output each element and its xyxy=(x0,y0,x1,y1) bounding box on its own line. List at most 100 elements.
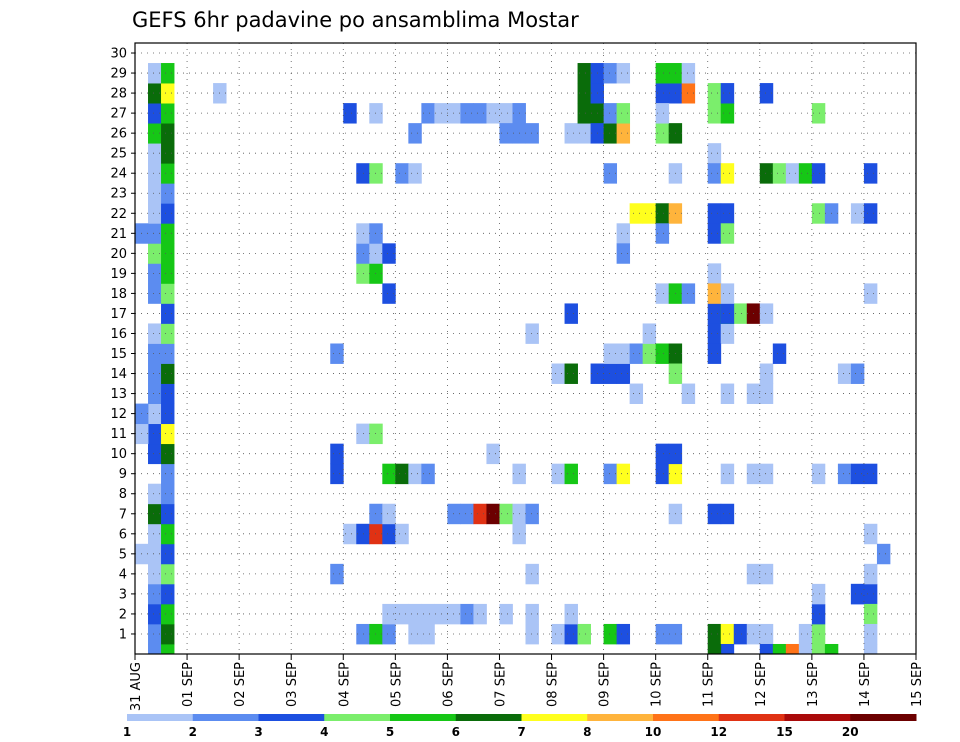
heat-cell xyxy=(421,623,435,645)
heat-cell xyxy=(161,463,175,485)
heat-cell xyxy=(707,643,722,655)
heat-cell xyxy=(655,463,670,485)
y-tick-label: 20 xyxy=(110,247,127,262)
heat-cell xyxy=(473,503,487,525)
colorbar-swatch xyxy=(455,714,522,721)
heat-cell xyxy=(460,503,474,525)
heat-cell xyxy=(356,623,370,645)
y-tick-label: 5 xyxy=(119,547,127,562)
heat-cell xyxy=(603,63,618,84)
heat-cell xyxy=(161,363,175,384)
heat-cell xyxy=(525,503,539,525)
x-tick-label: 06 SEP xyxy=(441,662,456,707)
heat-cell xyxy=(616,623,631,645)
heat-cell xyxy=(161,623,175,645)
heat-cell xyxy=(577,123,591,144)
heat-cell xyxy=(382,243,396,264)
heat-cell xyxy=(655,123,670,144)
heat-cell xyxy=(577,63,591,84)
heat-cell xyxy=(707,323,722,344)
heat-cell xyxy=(772,343,787,364)
heat-cell xyxy=(356,223,370,244)
heat-cell xyxy=(681,63,696,84)
heat-cell xyxy=(720,103,735,124)
heat-cell xyxy=(408,463,422,485)
heat-cell xyxy=(798,643,813,655)
heat-cell xyxy=(148,443,162,465)
x-tick-label: 01 SEP xyxy=(181,662,196,707)
heat-cell xyxy=(369,263,383,284)
heat-cell xyxy=(551,363,565,384)
y-tick-label: 3 xyxy=(119,587,127,602)
heat-cell xyxy=(577,623,591,645)
heat-cell xyxy=(369,623,383,645)
heat-cell xyxy=(707,223,722,244)
y-tick-label: 11 xyxy=(110,427,127,442)
grid-layer xyxy=(135,43,916,654)
colorbar-swatch xyxy=(653,714,720,721)
heat-cell xyxy=(486,503,500,525)
x-tick-label: 07 SEP xyxy=(493,662,508,707)
heat-cell xyxy=(148,283,162,304)
heat-cell xyxy=(499,603,513,625)
heat-cell xyxy=(161,523,175,545)
heat-cell xyxy=(369,423,383,445)
heat-cell xyxy=(759,163,774,184)
heat-cell xyxy=(148,343,162,364)
heat-cell xyxy=(811,603,826,625)
heat-cell xyxy=(525,323,539,344)
heat-cell xyxy=(356,243,370,264)
heat-cell xyxy=(148,103,162,124)
x-tick-label: 09 SEP xyxy=(598,662,613,707)
heat-cell xyxy=(850,363,865,384)
heat-cell xyxy=(148,203,162,224)
heat-cell xyxy=(720,283,735,304)
heat-cell xyxy=(148,583,162,605)
heat-cell xyxy=(460,603,474,625)
colorbar-label: 8 xyxy=(583,725,591,739)
x-tick-label: 02 SEP xyxy=(233,662,248,707)
heat-cell xyxy=(161,483,175,505)
heat-cell xyxy=(811,463,826,485)
heat-cell xyxy=(759,83,774,104)
heat-cell xyxy=(707,283,722,304)
heat-cell xyxy=(720,83,735,104)
heat-cell xyxy=(720,163,735,184)
heat-cell xyxy=(616,63,631,84)
heat-cell xyxy=(161,403,175,425)
heat-cell xyxy=(564,363,578,384)
x-axis-ticks: 31 AUG 01 SEP 02 SEP 03 SEP 04 SEP 05 SEP 06 S… xyxy=(129,654,925,711)
heat-cell xyxy=(707,343,722,364)
heat-cell xyxy=(408,623,422,645)
heat-cell xyxy=(603,163,618,184)
heat-cell xyxy=(148,383,162,404)
heat-cell xyxy=(720,383,735,404)
heat-cell xyxy=(603,363,618,384)
heat-cell xyxy=(148,423,162,445)
y-tick-label: 8 xyxy=(119,487,127,502)
y-tick-label: 26 xyxy=(110,127,127,142)
chart-title: GEFS 6hr padavine po ansamblima Mostar xyxy=(132,8,579,32)
heat-cell xyxy=(707,103,722,124)
heat-cell xyxy=(655,443,670,465)
heat-cell xyxy=(876,543,891,565)
x-tick-label: 14 SEP xyxy=(858,662,873,707)
heat-cell xyxy=(343,103,357,124)
heat-cell xyxy=(148,603,162,625)
colorbar-swatch xyxy=(850,714,917,721)
y-tick-label: 17 xyxy=(110,307,127,322)
colorbar-label: 6 xyxy=(452,725,460,739)
heat-cell xyxy=(811,623,826,645)
heat-cell xyxy=(395,163,409,184)
colorbar-label: 15 xyxy=(776,725,793,739)
heat-cell xyxy=(564,463,578,485)
x-tick-label: 08 SEP xyxy=(546,662,561,707)
y-axis-ticks: 1234567891011121314151617181920212223242… xyxy=(110,47,135,642)
heat-cell xyxy=(642,343,657,364)
heat-cell xyxy=(395,523,409,545)
heat-cell xyxy=(161,83,175,104)
colorbar-label: 4 xyxy=(320,725,328,739)
heat-cell xyxy=(382,463,396,485)
heat-cell xyxy=(863,603,878,625)
